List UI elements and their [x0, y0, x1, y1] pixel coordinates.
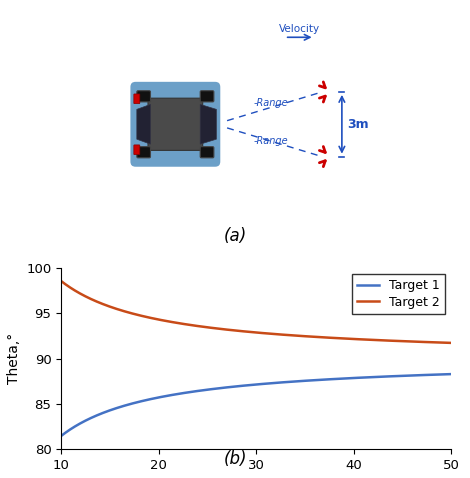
FancyBboxPatch shape [200, 91, 214, 102]
Text: -Range: -Range [254, 136, 289, 146]
Y-axis label: Theta,°: Theta,° [7, 333, 21, 384]
Target 2 [98, 300, 104, 306]
Polygon shape [137, 104, 150, 144]
Target 2 [362, 337, 368, 342]
Target 1 [230, 384, 236, 390]
Target 1 [448, 371, 454, 377]
FancyBboxPatch shape [137, 147, 150, 158]
FancyBboxPatch shape [200, 147, 214, 158]
Legend: Target 1, Target 2: Target 1, Target 2 [352, 274, 445, 314]
FancyBboxPatch shape [148, 98, 203, 151]
Target 1 [98, 411, 104, 417]
Target 1 [362, 375, 368, 380]
FancyBboxPatch shape [134, 145, 140, 154]
Target 1 [369, 374, 375, 380]
Target 2 [369, 337, 375, 343]
Polygon shape [200, 104, 216, 144]
Target 2 [216, 326, 222, 332]
Line: Target 2: Target 2 [61, 281, 451, 343]
Target 2 [58, 278, 64, 284]
Target 1 [216, 385, 222, 391]
Target 1 [326, 377, 332, 382]
Target 2 [448, 340, 454, 346]
Target 1 [58, 433, 64, 439]
Target 2 [326, 335, 332, 340]
Text: -Range: -Range [254, 98, 289, 108]
Text: 3m: 3m [347, 118, 368, 131]
FancyBboxPatch shape [129, 81, 221, 168]
FancyBboxPatch shape [134, 94, 140, 104]
Target 2 [230, 327, 236, 333]
Text: Velocity: Velocity [279, 24, 320, 34]
Text: (a): (a) [223, 227, 247, 245]
Line: Target 1: Target 1 [61, 374, 451, 436]
FancyBboxPatch shape [137, 91, 150, 102]
Text: (b): (b) [223, 450, 247, 468]
